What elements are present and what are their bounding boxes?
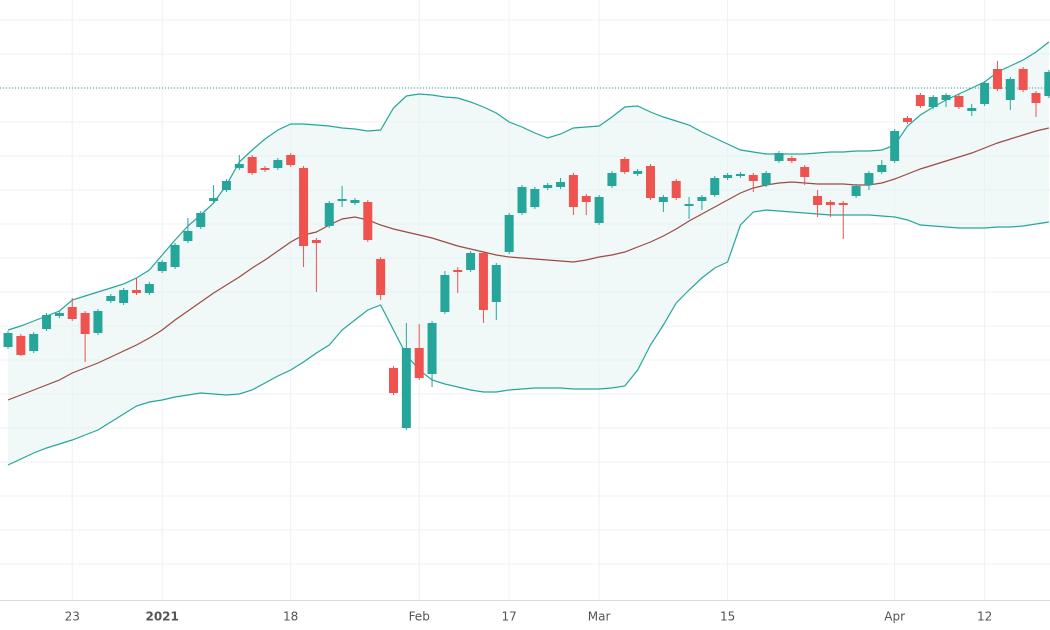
candle-body: [67, 307, 77, 319]
candle-body: [530, 189, 540, 207]
candle-body: [363, 202, 373, 240]
candle-body: [93, 311, 103, 333]
candle-body: [825, 202, 835, 205]
candle-body: [877, 165, 887, 172]
x-tick-label: 23: [65, 610, 80, 624]
candle-body: [183, 231, 193, 241]
candle-body: [954, 96, 964, 107]
candle-body: [491, 265, 501, 302]
candle-body: [414, 348, 424, 378]
candle-body: [915, 95, 925, 106]
candle-body: [813, 196, 823, 205]
candle-body: [3, 333, 13, 347]
candle-body: [594, 197, 604, 223]
candle-body: [658, 197, 668, 202]
candle-body: [16, 336, 26, 355]
candle-body: [170, 245, 180, 267]
candle-body: [221, 181, 231, 190]
candle-body: [761, 173, 771, 185]
candle-body: [607, 173, 617, 186]
candle-body: [311, 240, 321, 243]
candle-body: [260, 168, 270, 170]
candle-body: [440, 275, 450, 312]
candle-body: [735, 174, 745, 176]
candle-body: [324, 203, 334, 226]
candle-body: [903, 118, 912, 122]
candle-body: [273, 160, 283, 168]
candle-body: [568, 175, 578, 207]
candle-body: [106, 296, 116, 301]
candle-body: [556, 182, 566, 187]
candle-body: [132, 290, 141, 293]
candle-body: [633, 171, 643, 174]
candle-body: [980, 83, 990, 104]
candle-body: [517, 187, 527, 213]
candle-body: [774, 153, 784, 161]
x-tick-label: Mar: [588, 610, 611, 624]
candle-body: [119, 290, 129, 303]
candle-body: [646, 166, 655, 198]
candle-body: [29, 334, 39, 351]
candle-body: [620, 159, 630, 172]
candle-body: [787, 158, 797, 161]
band-fill: [8, 42, 1049, 465]
candle-body: [234, 164, 244, 168]
candle-body: [196, 213, 206, 227]
candle-body: [376, 259, 386, 295]
candle-body: [851, 186, 861, 196]
candle-body: [453, 270, 463, 272]
candle-body: [247, 157, 257, 173]
x-tick-label: Apr: [884, 610, 905, 624]
candle-body: [928, 97, 938, 107]
candle-body: [941, 95, 951, 100]
candle-body: [80, 313, 90, 334]
lower-band: [7, 209, 1049, 466]
candle-body: [838, 203, 848, 205]
x-tick-label: 2021: [145, 610, 178, 624]
candle-body: [337, 199, 347, 201]
candle-body: [54, 313, 64, 316]
candle-body: [157, 262, 167, 271]
candle-body: [478, 253, 488, 310]
candle-body: [864, 173, 874, 185]
candle-body: [427, 323, 437, 374]
candle-body: [800, 167, 810, 177]
candle-body: [890, 131, 900, 161]
candle-body: [710, 178, 720, 195]
x-tick-label: 15: [720, 610, 735, 624]
candle-body: [144, 284, 154, 293]
candle-body: [1031, 93, 1041, 103]
candle-body: [209, 198, 219, 201]
candle-body: [401, 348, 411, 428]
candle-body: [967, 108, 977, 111]
x-tick-label: Feb: [409, 610, 430, 624]
candle-body: [1005, 79, 1015, 100]
candle-body: [504, 215, 514, 252]
x-tick-label: 17: [502, 610, 517, 624]
candle-body: [992, 69, 1002, 89]
candle-body: [543, 185, 553, 188]
candle-body: [1044, 72, 1050, 96]
candle-body: [697, 197, 707, 201]
candle-body: [684, 204, 694, 206]
upper-band: [7, 41, 1050, 331]
x-tick-label: 18: [283, 610, 298, 624]
candle-body: [42, 315, 52, 329]
candle-body: [389, 368, 398, 393]
candle-body: [299, 168, 309, 246]
candle-body: [1018, 69, 1028, 90]
candle-body: [748, 175, 758, 181]
x-tick-label: 12: [977, 610, 992, 624]
candle-body: [671, 181, 681, 198]
candle-body: [350, 200, 360, 203]
candle-body: [466, 253, 476, 270]
candle-body: [581, 196, 591, 202]
candle-body: [723, 175, 733, 178]
middle-band: [7, 127, 1049, 401]
candle-body: [286, 155, 296, 165]
